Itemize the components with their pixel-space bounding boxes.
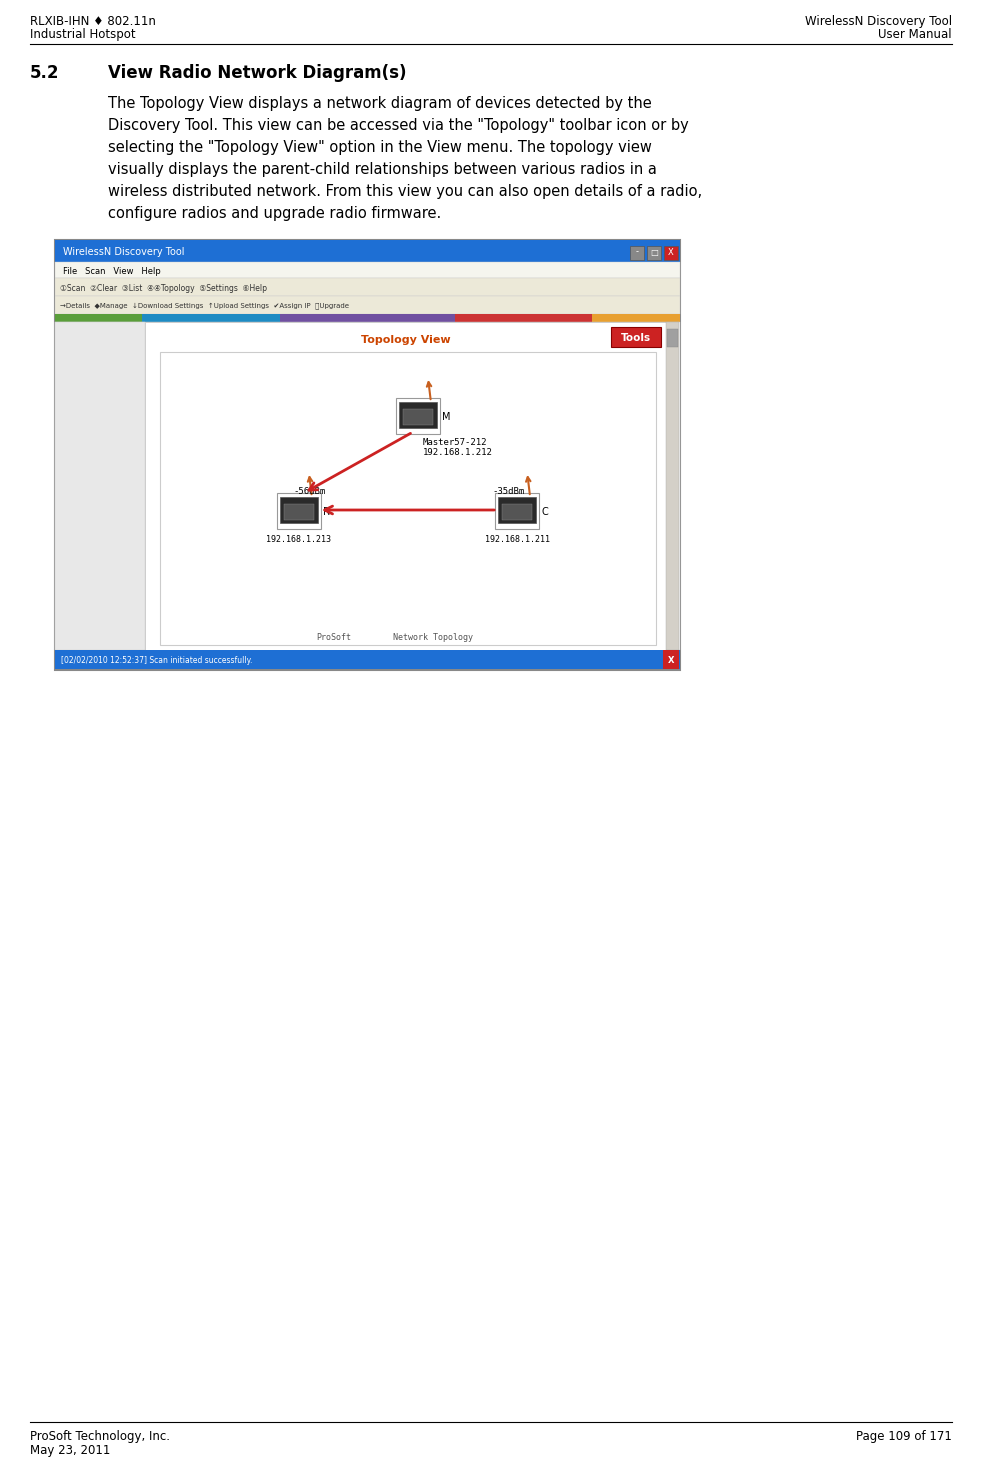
Bar — [280, 314, 455, 322]
Bar — [630, 245, 644, 260]
Text: Topology View: Topology View — [360, 335, 451, 345]
Text: -: - — [635, 247, 638, 257]
Text: RLXIB-IHN ♦ 802.11n: RLXIB-IHN ♦ 802.11n — [30, 15, 156, 28]
Bar — [498, 497, 536, 523]
Bar — [277, 494, 321, 529]
Bar — [667, 329, 678, 347]
Text: Tools: Tools — [621, 333, 651, 342]
Text: 192.168.1.211: 192.168.1.211 — [485, 535, 550, 544]
Bar — [396, 398, 440, 433]
Bar — [145, 322, 666, 649]
Bar — [55, 322, 680, 649]
Text: Network Topology: Network Topology — [393, 633, 472, 642]
Text: May 23, 2011: May 23, 2011 — [30, 1444, 110, 1457]
Text: 5.2: 5.2 — [30, 65, 60, 82]
Bar — [55, 322, 145, 649]
Text: Discovery Tool. This view can be accessed via the "Topology" toolbar icon or by: Discovery Tool. This view can be accesse… — [108, 118, 688, 134]
Bar — [55, 239, 680, 670]
Bar — [455, 314, 592, 322]
Text: WirelessN Discovery Tool: WirelessN Discovery Tool — [63, 247, 185, 257]
Text: ProSoft Technology, Inc.: ProSoft Technology, Inc. — [30, 1429, 170, 1443]
Bar — [55, 314, 142, 322]
Text: ①Scan  ②Clear  ③List  ④④Topology  ⑤Settings  ⑥Help: ①Scan ②Clear ③List ④④Topology ⑤Settings … — [60, 284, 267, 292]
Text: □: □ — [650, 247, 658, 257]
Text: [02/02/2010 12:52:37] Scan initiated successfully.: [02/02/2010 12:52:37] Scan initiated suc… — [61, 657, 252, 665]
Text: X: X — [668, 657, 675, 665]
Bar — [55, 239, 680, 261]
Text: wireless distributed network. From this view you can also open details of a radi: wireless distributed network. From this … — [108, 184, 702, 198]
Text: X: X — [668, 247, 674, 257]
Bar — [663, 649, 679, 668]
Text: User Manual: User Manual — [878, 28, 952, 41]
Bar — [592, 314, 680, 322]
Bar — [666, 322, 679, 649]
Bar — [55, 261, 680, 278]
Bar — [284, 504, 314, 520]
Text: WirelessN Discovery Tool: WirelessN Discovery Tool — [805, 15, 952, 28]
Bar — [55, 649, 680, 668]
Text: -56dBm: -56dBm — [294, 488, 326, 497]
Bar — [403, 408, 433, 425]
Text: File   Scan   View   Help: File Scan View Help — [63, 266, 161, 276]
Text: selecting the "Topology View" option in the View menu. The topology view: selecting the "Topology View" option in … — [108, 140, 652, 156]
Bar — [664, 245, 678, 260]
Bar — [280, 497, 318, 523]
Text: →Details  ◆Manage  ↓Download Settings  ↑Upload Settings  ✔Assign IP  ✨Upgrade: →Details ◆Manage ↓Download Settings ↑Upl… — [60, 303, 349, 310]
Text: M: M — [442, 411, 451, 422]
Bar — [495, 494, 539, 529]
Text: R: R — [323, 507, 330, 517]
Bar — [55, 278, 680, 295]
Bar — [502, 504, 532, 520]
Bar — [55, 295, 680, 314]
Bar — [647, 245, 661, 260]
Text: View Radio Network Diagram(s): View Radio Network Diagram(s) — [108, 65, 407, 82]
Bar — [611, 328, 661, 347]
Bar — [160, 353, 656, 645]
Text: The Topology View displays a network diagram of devices detected by the: The Topology View displays a network dia… — [108, 95, 652, 112]
Text: configure radios and upgrade radio firmware.: configure radios and upgrade radio firmw… — [108, 206, 441, 220]
Text: Industrial Hotspot: Industrial Hotspot — [30, 28, 136, 41]
Text: 192.168.1.212: 192.168.1.212 — [423, 448, 493, 457]
Text: visually displays the parent-child relationships between various radios in a: visually displays the parent-child relat… — [108, 162, 657, 176]
Text: C: C — [541, 507, 548, 517]
Bar — [142, 314, 280, 322]
Text: Page 109 of 171: Page 109 of 171 — [856, 1429, 952, 1443]
Text: -35dBm: -35dBm — [492, 488, 524, 497]
Text: ProSoft: ProSoft — [316, 633, 352, 642]
Text: Master57-212: Master57-212 — [423, 438, 487, 447]
Text: 192.168.1.213: 192.168.1.213 — [266, 535, 331, 544]
Bar — [399, 403, 437, 427]
